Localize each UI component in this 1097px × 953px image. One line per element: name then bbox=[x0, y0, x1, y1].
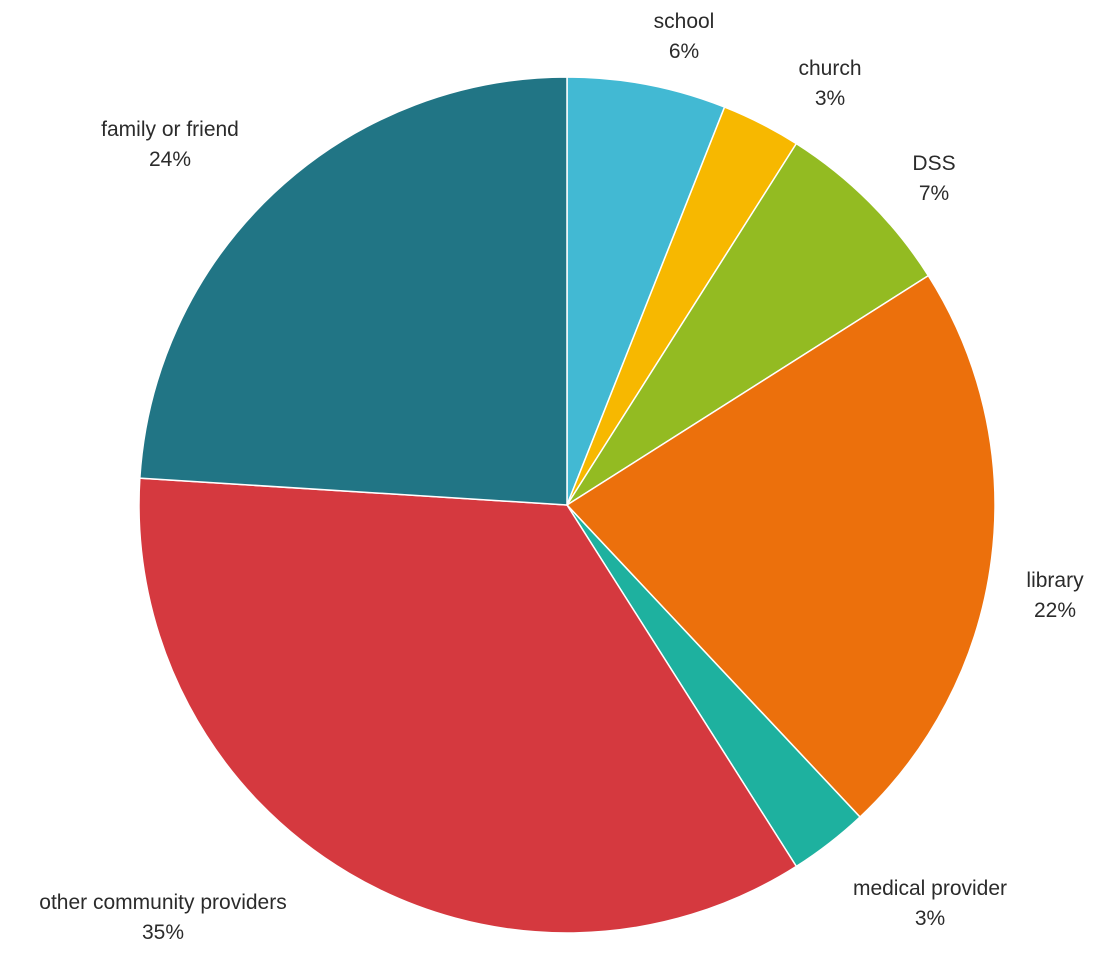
slice-value-family-or-friend: 24% bbox=[149, 148, 191, 171]
pie-labels: school 6% church 3% DSS 7% library 22% medical p… bbox=[39, 10, 1084, 944]
slice-label-dss: DSS bbox=[912, 152, 955, 175]
slice-value-medical-provider: 3% bbox=[915, 907, 945, 930]
slice-label-medical-provider: medical provider bbox=[853, 877, 1007, 900]
pie-slice-school bbox=[566, 76, 726, 506]
pie-slices bbox=[138, 76, 996, 934]
slice-label-other-community-providers: other community providers bbox=[39, 891, 286, 914]
slice-label-family-or-friend: family or friend bbox=[101, 118, 239, 141]
slice-value-library: 22% bbox=[1034, 599, 1076, 622]
pie-slice-dss bbox=[566, 142, 930, 506]
slice-value-church: 3% bbox=[815, 87, 845, 110]
pie-slice-library bbox=[565, 274, 996, 819]
slice-value-dss: 7% bbox=[919, 182, 949, 205]
pie-slice-family-or-friend bbox=[139, 76, 568, 506]
slice-value-other-community-providers: 35% bbox=[142, 921, 184, 944]
slice-label-school: school bbox=[654, 10, 715, 33]
slice-label-library: library bbox=[1026, 569, 1084, 592]
slice-label-church: church bbox=[798, 57, 861, 80]
pie-slice-other-community-providers bbox=[138, 477, 798, 934]
slice-value-school: 6% bbox=[669, 40, 699, 63]
